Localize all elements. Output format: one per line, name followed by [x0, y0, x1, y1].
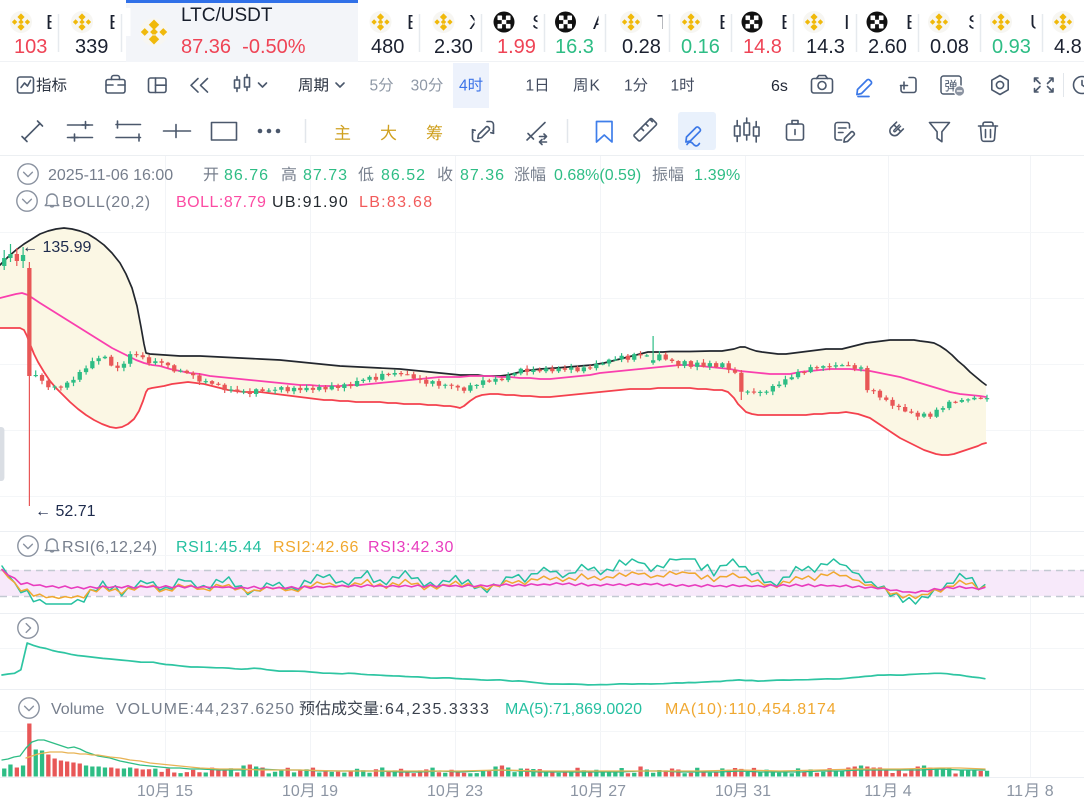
svg-text:4: 4: [903, 783, 912, 800]
svg-text:4.8: 4.8: [1054, 36, 1082, 58]
svg-text:Volume: Volume: [51, 701, 104, 718]
svg-text:LB:83.68: LB:83.68: [359, 194, 433, 211]
svg-text:2.30: 2.30: [434, 36, 473, 58]
svg-text:MA(5):71,869.0020: MA(5):71,869.0020: [505, 701, 642, 718]
svg-text:VOLUME:44,237.6250: VOLUME:44,237.6250: [116, 701, 295, 718]
svg-text:4: 4: [459, 78, 468, 95]
svg-text:27: 27: [608, 783, 626, 800]
svg-text:86.76: 86.76: [224, 167, 269, 184]
svg-text:14.8: 14.8: [743, 36, 782, 58]
svg-text:10: 10: [137, 783, 155, 800]
svg-text:0.08: 0.08: [930, 36, 969, 58]
svg-text:0.16: 0.16: [681, 36, 720, 58]
svg-text:BOLL(20,2): BOLL(20,2): [62, 194, 151, 211]
svg-text:6s: 6s: [771, 78, 788, 95]
svg-text:K: K: [590, 78, 601, 95]
svg-text:11: 11: [864, 783, 881, 800]
svg-text:UB:91.90: UB:91.90: [272, 194, 349, 211]
svg-text:103: 103: [14, 36, 47, 58]
svg-text:87.36: 87.36: [460, 167, 505, 184]
svg-text:0.28: 0.28: [622, 36, 661, 58]
svg-text:0.93: 0.93: [992, 36, 1031, 58]
svg-text:← 135.99: ← 135.99: [22, 239, 91, 256]
svg-text:1: 1: [525, 78, 534, 95]
svg-text:10: 10: [282, 783, 300, 800]
svg-text:RSI2:42.66: RSI2:42.66: [273, 539, 359, 556]
svg-text:10: 10: [570, 783, 588, 800]
svg-text:15: 15: [175, 783, 193, 800]
svg-text:87.36 -0.50%: 87.36 -0.50%: [181, 36, 306, 58]
svg-text:11: 11: [1006, 783, 1023, 800]
svg-text:339: 339: [75, 36, 108, 58]
svg-text:MA(10):110,454.8174: MA(10):110,454.8174: [665, 701, 837, 718]
svg-text:1.99: 1.99: [497, 36, 536, 58]
svg-text:8: 8: [1045, 783, 1054, 800]
svg-text:RSI1:45.44: RSI1:45.44: [176, 539, 262, 556]
svg-text:2.60: 2.60: [868, 36, 907, 58]
svg-text:10: 10: [715, 783, 733, 800]
svg-text:480: 480: [371, 36, 404, 58]
svg-text:I: I: [844, 12, 850, 34]
svg-text::64,235.3333: :64,235.3333: [379, 701, 490, 718]
svg-text:16.3: 16.3: [555, 36, 594, 58]
svg-text:RSI3:42.30: RSI3:42.30: [368, 539, 454, 556]
svg-text:RSI(6,12,24): RSI(6,12,24): [62, 539, 158, 556]
svg-text:LTC/USDT: LTC/USDT: [181, 5, 273, 26]
svg-text:19: 19: [320, 783, 338, 800]
svg-text:BOLL:87.79: BOLL:87.79: [176, 194, 266, 211]
svg-text:14.3: 14.3: [806, 36, 845, 58]
svg-text:1: 1: [624, 78, 633, 95]
svg-text:1.39%: 1.39%: [694, 167, 740, 184]
svg-text:2025-11-06 16:00: 2025-11-06 16:00: [48, 167, 173, 184]
svg-text:← 52.71: ← 52.71: [35, 503, 96, 520]
svg-text:5: 5: [369, 78, 378, 95]
svg-text:23: 23: [465, 783, 483, 800]
svg-text:10: 10: [427, 783, 445, 800]
svg-text:87.73: 87.73: [303, 167, 348, 184]
svg-text:1: 1: [670, 78, 679, 95]
svg-text:31: 31: [753, 783, 771, 800]
svg-text:30: 30: [411, 78, 429, 95]
svg-text:86.52: 86.52: [381, 167, 426, 184]
svg-text:0.68%(0.59): 0.68%(0.59): [554, 167, 641, 184]
